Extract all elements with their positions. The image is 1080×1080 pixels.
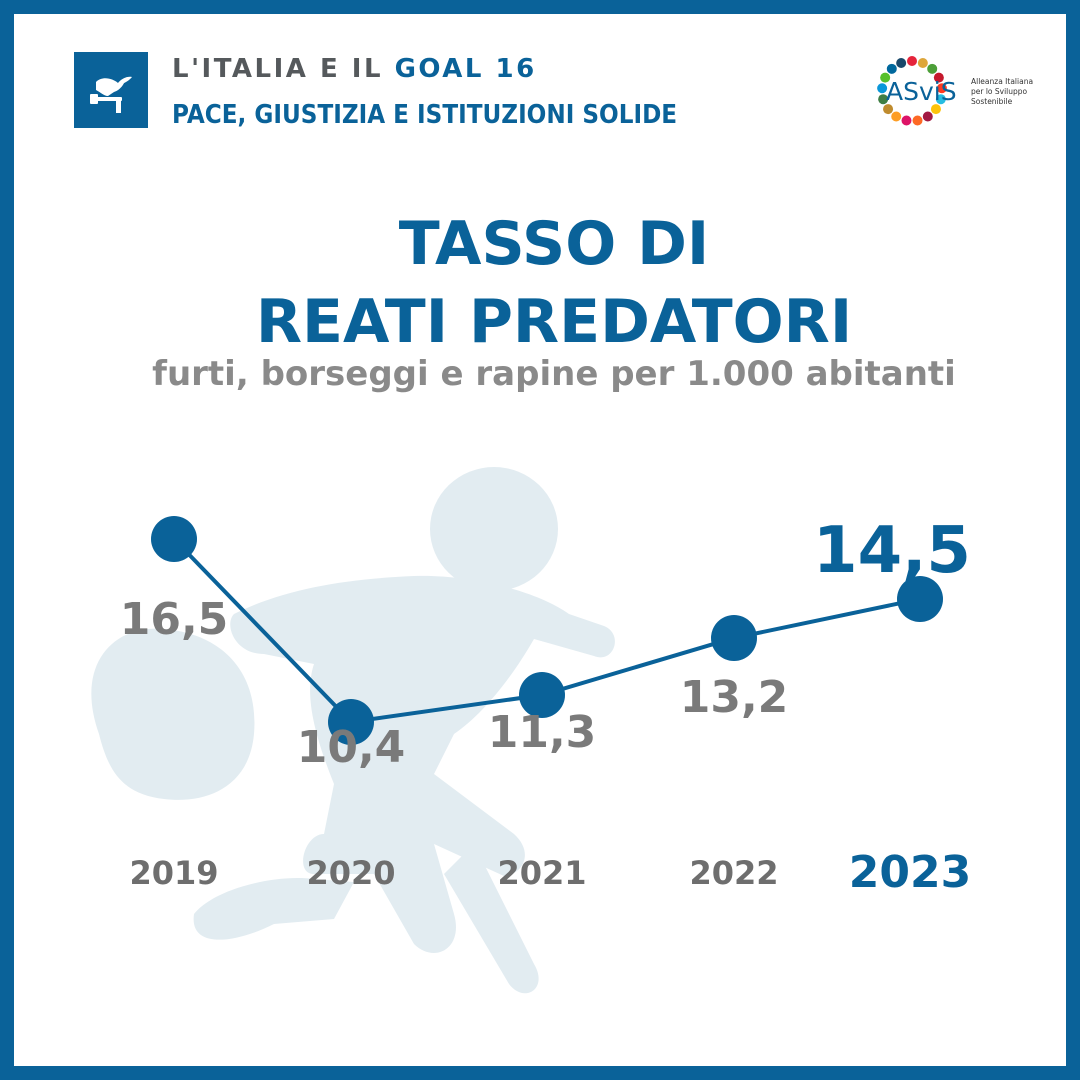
goal-16-badge [74, 52, 148, 128]
data-label-2021: 11,3 [488, 707, 597, 758]
x-tick-2022: 2022 [689, 854, 778, 892]
data-point-2020 [328, 699, 374, 745]
sdg-ring-dot [922, 111, 933, 122]
data-label-2019: 16,5 [120, 594, 229, 645]
chart-title-line-1: TASSO DI [398, 209, 710, 279]
sdg-ring-dot [927, 63, 938, 74]
x-tick-2019: 2019 [129, 854, 218, 892]
dove-gavel-icon [90, 76, 132, 113]
sdg-ring-dot [935, 94, 946, 105]
sdg-ring-dot [930, 104, 941, 115]
sdg-ring-dot [901, 115, 912, 126]
asvis-tagline-1: Alleanza Italiana [971, 77, 1033, 86]
x-tick-2021: 2021 [497, 854, 586, 892]
sdg-ring-dot [883, 104, 894, 115]
data-point-2022 [711, 615, 757, 661]
data-label-2020: 10,4 [297, 722, 406, 773]
data-label-2023: 14,5 [813, 514, 971, 588]
data-point-2019 [151, 516, 197, 562]
header-title: L'ITALIA E IL GOAL 16 [172, 54, 537, 84]
sdg-ring-dot [936, 83, 947, 94]
chart-subtitle: furti, borseggi e rapine per 1.000 abita… [152, 354, 956, 394]
data-label-2022: 13,2 [680, 672, 789, 723]
asvis-tagline-2: per lo Sviluppo [971, 87, 1028, 96]
asvis-tagline-3: Sostenibile [971, 97, 1013, 106]
sdg-ring-dot [917, 58, 928, 69]
sdg-ring-dot [896, 58, 907, 69]
chart-title-line-2: REATI PREDATORI [255, 287, 853, 357]
header-prefix: L'ITALIA E IL [172, 54, 395, 84]
asvis-logo: ASviS Alleanza Italiana per lo Sviluppo … [877, 56, 1033, 126]
sdg-ring-dot [877, 83, 888, 94]
sdg-ring-dot [933, 72, 944, 83]
line-chart: 16,5 10,4 11,3 13,2 14,5 2019 2020 2021 2022 2023 [120, 514, 972, 898]
sdg-ring-dot [886, 63, 897, 74]
data-point-2023 [897, 576, 943, 622]
x-tick-2020: 2020 [306, 854, 395, 892]
sdg-color-ring [877, 56, 947, 126]
header-subtitle: PACE, GIUSTIZIA E ISTITUZIONI SOLIDE [172, 100, 678, 130]
x-tick-2023: 2023 [849, 847, 971, 898]
sdg-ring-dot [891, 111, 902, 122]
data-point-2021 [519, 672, 565, 718]
asvis-logo-name: ASviS [886, 77, 957, 106]
running-thief-illustration [91, 467, 615, 994]
sdg-ring-dot [880, 72, 891, 83]
sdg-ring-dot [912, 115, 923, 126]
sdg-ring-dot [878, 94, 889, 105]
header-goal: GOAL 16 [394, 54, 537, 84]
sdg-ring-dot [907, 56, 917, 66]
